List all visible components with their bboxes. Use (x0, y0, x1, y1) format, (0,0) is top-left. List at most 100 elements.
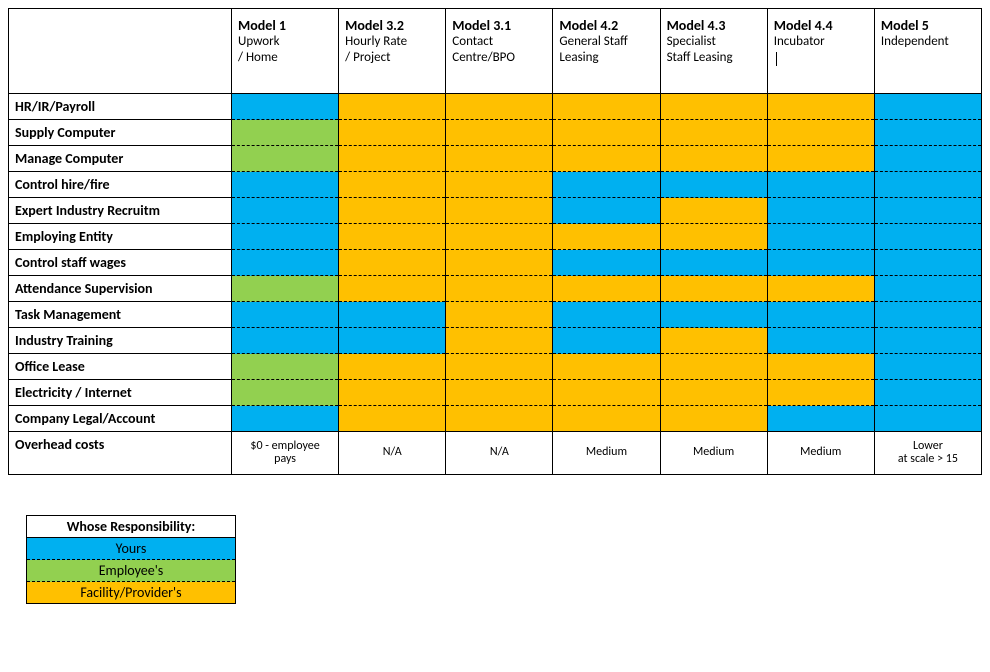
matrix-cell (553, 302, 660, 328)
row-label: Company Legal/Account (9, 406, 232, 432)
matrix-cell (232, 276, 339, 302)
matrix-cell (874, 198, 981, 224)
matrix-cell (874, 172, 981, 198)
table-row: Attendance Supervision (9, 276, 982, 302)
matrix-cell (660, 146, 767, 172)
table-row: Task Management (9, 302, 982, 328)
matrix-cell (339, 302, 446, 328)
row-label: Industry Training (9, 328, 232, 354)
overhead-cell: N/A (446, 432, 553, 475)
matrix-cell (339, 172, 446, 198)
matrix-cell (874, 276, 981, 302)
row-label: HR/IR/Payroll (9, 94, 232, 120)
matrix-cell (553, 94, 660, 120)
matrix-cell (446, 94, 553, 120)
matrix-cell (553, 146, 660, 172)
column-subtitle: General Staff (559, 34, 653, 50)
matrix-cell (660, 276, 767, 302)
matrix-cell (767, 380, 874, 406)
matrix-cell (232, 146, 339, 172)
column-title: Model 4.4 (774, 17, 868, 34)
row-label: Office Lease (9, 354, 232, 380)
column-subtitle: Upwork (238, 34, 332, 50)
matrix-cell (767, 354, 874, 380)
table-row: Company Legal/Account (9, 406, 982, 432)
matrix-cell (446, 198, 553, 224)
row-label: Manage Computer (9, 146, 232, 172)
matrix-cell (553, 406, 660, 432)
matrix-cell (660, 198, 767, 224)
column-subtitle: / Home (238, 50, 332, 66)
matrix-cell (767, 328, 874, 354)
table-row: HR/IR/Payroll (9, 94, 982, 120)
matrix-cell (660, 94, 767, 120)
overhead-cell: Lowerat scale > 15 (874, 432, 981, 475)
column-title: Model 3.1 (452, 17, 546, 34)
matrix-cell (767, 172, 874, 198)
matrix-cell (874, 146, 981, 172)
matrix-cell (339, 250, 446, 276)
matrix-cell (553, 198, 660, 224)
matrix-cell (446, 120, 553, 146)
matrix-cell (660, 302, 767, 328)
matrix-cell (339, 198, 446, 224)
matrix-cell (553, 250, 660, 276)
matrix-cell (767, 406, 874, 432)
matrix-cell (874, 302, 981, 328)
matrix-cell (874, 120, 981, 146)
matrix-cell (767, 146, 874, 172)
overhead-cell: Medium (660, 432, 767, 475)
matrix-cell (446, 276, 553, 302)
corner-cell (9, 9, 232, 94)
matrix-cell (874, 354, 981, 380)
matrix-cell (446, 250, 553, 276)
matrix-cell (232, 354, 339, 380)
overhead-cell: Medium (767, 432, 874, 475)
matrix-cell (446, 146, 553, 172)
matrix-cell (232, 198, 339, 224)
matrix-cell (660, 120, 767, 146)
column-title: Model 1 (238, 17, 332, 34)
column-header: Model 4.3SpecialistStaff Leasing (660, 9, 767, 94)
row-label: Attendance Supervision (9, 276, 232, 302)
matrix-cell (232, 94, 339, 120)
column-title: Model 4.3 (667, 17, 761, 34)
matrix-cell (767, 224, 874, 250)
legend-swatch: Facility/Provider's (27, 582, 236, 604)
column-title: Model 3.2 (345, 17, 439, 34)
table-row: Expert Industry Recruitm (9, 198, 982, 224)
text-cursor-icon (776, 52, 777, 66)
legend: Whose Responsibility: YoursEmployee'sFac… (26, 515, 236, 604)
matrix-cell (232, 250, 339, 276)
matrix-cell (553, 172, 660, 198)
table-row: Control staff wages (9, 250, 982, 276)
matrix-cell (446, 354, 553, 380)
matrix-cell (339, 94, 446, 120)
column-header: Model 3.2Hourly Rate/ Project (339, 9, 446, 94)
row-label: Expert Industry Recruitm (9, 198, 232, 224)
column-header: Model 4.2General StaffLeasing (553, 9, 660, 94)
matrix-cell (767, 276, 874, 302)
column-subtitle: Specialist (667, 34, 761, 50)
matrix-cell (660, 224, 767, 250)
matrix-cell (553, 224, 660, 250)
column-subtitle: Centre/BPO (452, 50, 546, 66)
legend-title: Whose Responsibility: (27, 516, 236, 538)
matrix-cell (446, 406, 553, 432)
column-subtitle: Incubator (774, 34, 868, 50)
matrix-cell (339, 224, 446, 250)
matrix-cell (232, 302, 339, 328)
column-subtitle: Hourly Rate (345, 34, 439, 50)
legend-swatch: Employee's (27, 560, 236, 582)
column-title: Model 5 (881, 17, 975, 34)
matrix-cell (232, 406, 339, 432)
matrix-cell (874, 250, 981, 276)
row-label: Electricity / Internet (9, 380, 232, 406)
overhead-cell: $0 - employeepays (232, 432, 339, 475)
matrix-cell (232, 172, 339, 198)
column-subtitle: / Project (345, 50, 439, 66)
matrix-cell (874, 406, 981, 432)
table-row: Industry Training (9, 328, 982, 354)
matrix-cell (553, 120, 660, 146)
table-row: Control hire/fire (9, 172, 982, 198)
